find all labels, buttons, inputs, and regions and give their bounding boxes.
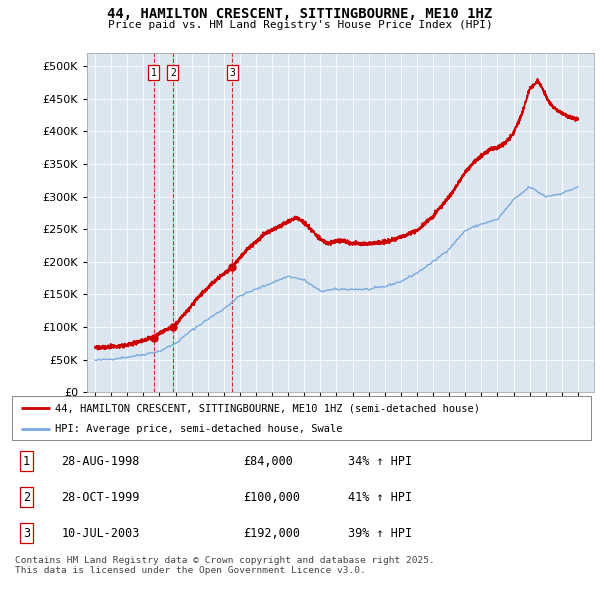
Text: 41% ↑ HPI: 41% ↑ HPI	[348, 490, 412, 504]
Text: Contains HM Land Registry data © Crown copyright and database right 2025.
This d: Contains HM Land Registry data © Crown c…	[15, 556, 435, 575]
Text: Price paid vs. HM Land Registry's House Price Index (HPI): Price paid vs. HM Land Registry's House …	[107, 20, 493, 30]
Text: 44, HAMILTON CRESCENT, SITTINGBOURNE, ME10 1HZ: 44, HAMILTON CRESCENT, SITTINGBOURNE, ME…	[107, 7, 493, 21]
Text: £100,000: £100,000	[244, 490, 301, 504]
Text: 1: 1	[23, 454, 30, 467]
Text: £84,000: £84,000	[244, 454, 293, 467]
Text: HPI: Average price, semi-detached house, Swale: HPI: Average price, semi-detached house,…	[55, 424, 343, 434]
Text: 2: 2	[170, 68, 176, 78]
Text: 10-JUL-2003: 10-JUL-2003	[61, 527, 140, 540]
Text: 44, HAMILTON CRESCENT, SITTINGBOURNE, ME10 1HZ (semi-detached house): 44, HAMILTON CRESCENT, SITTINGBOURNE, ME…	[55, 403, 481, 413]
Text: 3: 3	[23, 527, 30, 540]
Text: 2: 2	[23, 490, 30, 504]
Text: 3: 3	[229, 68, 235, 78]
Text: 28-OCT-1999: 28-OCT-1999	[61, 490, 140, 504]
Text: £192,000: £192,000	[244, 527, 301, 540]
Text: 28-AUG-1998: 28-AUG-1998	[61, 454, 140, 467]
Text: 34% ↑ HPI: 34% ↑ HPI	[348, 454, 412, 467]
Text: 39% ↑ HPI: 39% ↑ HPI	[348, 527, 412, 540]
Text: 1: 1	[151, 68, 157, 78]
